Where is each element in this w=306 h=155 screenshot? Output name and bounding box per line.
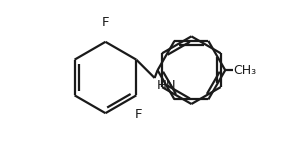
Text: HN: HN <box>156 79 176 92</box>
Text: F: F <box>134 108 142 121</box>
Text: F: F <box>102 16 109 29</box>
Text: CH₃: CH₃ <box>233 64 257 77</box>
